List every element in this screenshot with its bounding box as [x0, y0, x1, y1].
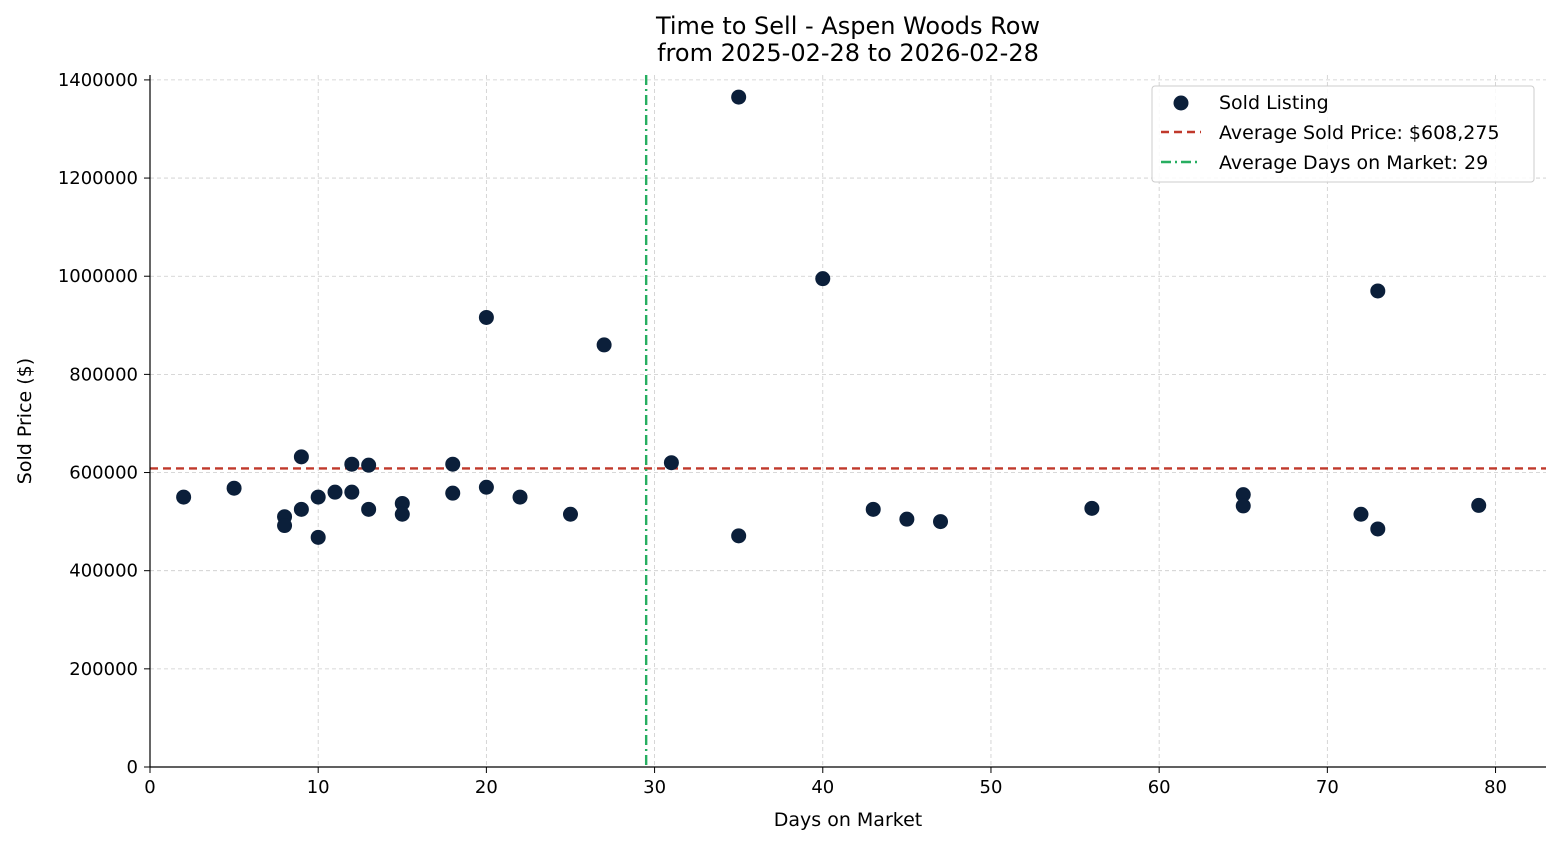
- data-point: [1084, 500, 1100, 516]
- data-point: [344, 456, 360, 472]
- data-point: [344, 484, 360, 500]
- data-point: [277, 518, 293, 534]
- data-point: [1471, 497, 1487, 513]
- grid: [150, 75, 1546, 767]
- x-tick-label: 40: [811, 777, 834, 798]
- x-tick-label: 10: [307, 777, 330, 798]
- x-tick-label: 50: [980, 777, 1003, 798]
- legend-label-average-price: Average Sold Price: $608,275: [1219, 122, 1500, 144]
- data-point: [1235, 487, 1251, 503]
- data-point: [361, 501, 377, 517]
- x-tick-label: 20: [475, 777, 498, 798]
- data-point: [899, 511, 915, 527]
- y-tick-label: 1200000: [58, 168, 138, 189]
- x-tick-label: 0: [144, 777, 155, 798]
- x-axis-label: Days on Market: [774, 809, 922, 831]
- data-point: [293, 501, 309, 517]
- x-tick-label: 30: [643, 777, 666, 798]
- reference-lines: [150, 75, 1546, 767]
- data-point: [293, 449, 309, 465]
- data-point: [933, 514, 949, 530]
- data-point: [478, 309, 494, 325]
- x-tick-label: 80: [1484, 777, 1507, 798]
- legend: Sold Listing Average Sold Price: $608,27…: [1151, 85, 1535, 183]
- data-point: [731, 89, 747, 105]
- data-point: [1235, 498, 1251, 514]
- data-point: [596, 337, 612, 353]
- data-point: [361, 457, 377, 473]
- data-point: [176, 489, 192, 505]
- chart-title-line2: from 2025-02-28 to 2026-02-28: [657, 39, 1039, 67]
- data-point: [478, 479, 494, 495]
- x-tick-label: 60: [1148, 777, 1171, 798]
- chart-title-line1: Time to Sell - Aspen Woods Row: [655, 12, 1040, 40]
- y-tick-label: 1400000: [58, 70, 138, 91]
- data-point: [394, 506, 410, 522]
- y-tick-label: 0: [127, 757, 138, 778]
- data-point: [310, 529, 326, 545]
- y-tick-label: 400000: [69, 561, 138, 582]
- data-point: [512, 489, 528, 505]
- y-tick-label: 800000: [69, 364, 138, 385]
- data-point: [1370, 283, 1386, 299]
- y-ticks: 0 200000 400000 600000 800000 1000000 1200000 1…: [58, 70, 150, 778]
- data-point: [663, 455, 679, 471]
- legend-box: [1151, 85, 1535, 183]
- y-tick-label: 1000000: [58, 266, 138, 287]
- data-point: [445, 456, 461, 472]
- data-point: [445, 485, 461, 501]
- data-point: [731, 528, 747, 544]
- data-point: [865, 501, 881, 517]
- data-point: [815, 271, 831, 287]
- data-point: [1370, 521, 1386, 537]
- data-point: [327, 484, 343, 500]
- data-point: [310, 489, 326, 505]
- y-axis-label: Sold Price ($): [14, 358, 36, 484]
- legend-label-sold-listing: Sold Listing: [1219, 92, 1329, 114]
- scatter-points: [176, 89, 1487, 545]
- y-tick-label: 600000: [69, 463, 138, 484]
- data-point: [226, 480, 242, 496]
- data-point: [394, 495, 410, 511]
- data-point: [562, 506, 578, 522]
- x-ticks: 0 10 20 30 40 50 60 70 80: [144, 767, 1507, 798]
- data-point: [1353, 506, 1369, 522]
- y-tick-label: 200000: [69, 659, 138, 680]
- x-tick-label: 70: [1316, 777, 1339, 798]
- legend-marker-sold-listing: [1173, 95, 1189, 111]
- legend-label-average-days: Average Days on Market: 29: [1219, 152, 1488, 174]
